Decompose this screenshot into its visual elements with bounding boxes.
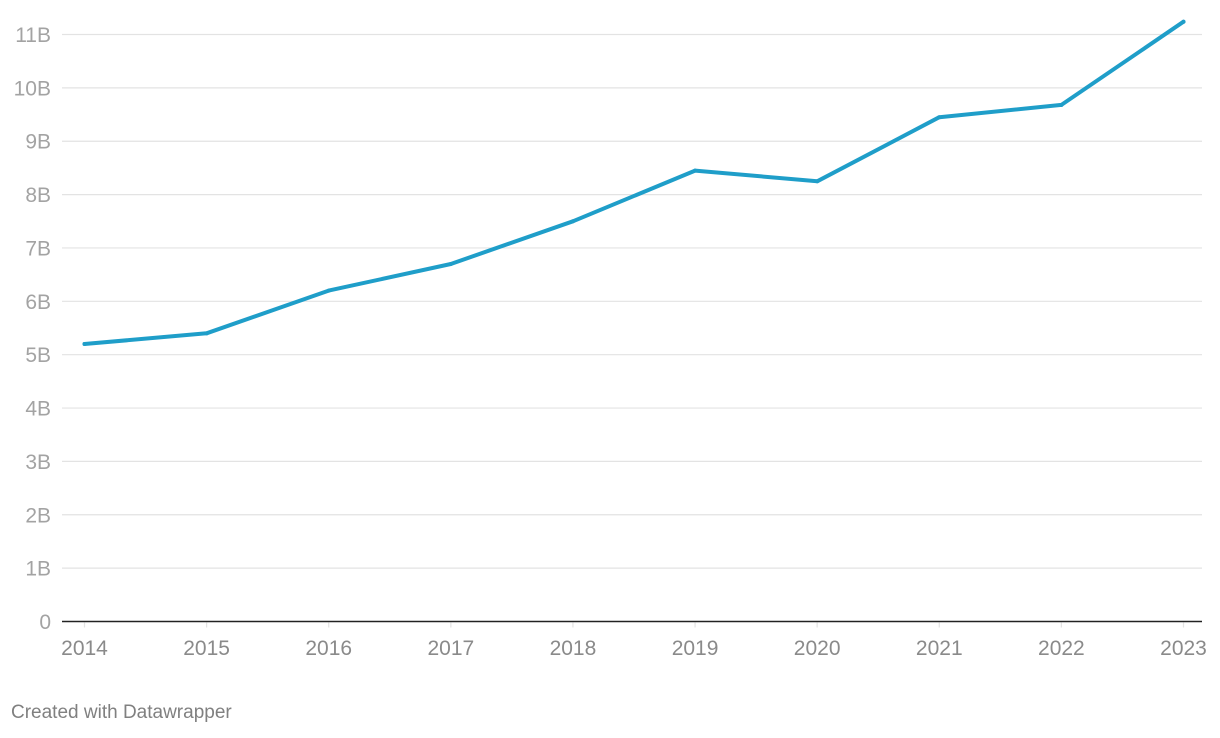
- x-tick-label: 2016: [305, 637, 352, 660]
- x-tick-label: 2023: [1160, 637, 1207, 660]
- y-tick-label: 11B: [15, 24, 51, 47]
- data-point: [204, 331, 209, 336]
- data-point: [326, 288, 331, 293]
- series-line: [82, 19, 1186, 346]
- data-point: [448, 261, 453, 266]
- x-tick-label: 2017: [427, 637, 474, 660]
- data-point: [815, 179, 820, 184]
- data-point: [693, 168, 698, 173]
- data-point: [1181, 19, 1186, 24]
- y-tick-label: 3B: [25, 451, 51, 474]
- x-tick-label: 2022: [1038, 637, 1085, 660]
- x-tick-label: 2020: [794, 637, 841, 660]
- y-tick-label: 2B: [25, 504, 51, 527]
- gridlines: [62, 33, 1202, 569]
- y-tick-label: 0: [39, 611, 51, 634]
- data-point: [82, 342, 87, 347]
- y-axis-tick-labels: 0 1B 2B 3B 4B 5B 6B 7B 8B 9B 10B 11B: [14, 24, 51, 634]
- y-tick-label: 5B: [25, 344, 51, 367]
- y-tick-label: 1B: [25, 558, 51, 581]
- y-tick-label: 10B: [14, 77, 51, 100]
- series-layer: [82, 19, 1186, 347]
- x-tick-label: 2021: [916, 637, 963, 660]
- x-tick-label: 2018: [550, 637, 597, 660]
- y-tick-label: 9B: [25, 131, 51, 154]
- x-tick-label: 2019: [672, 637, 719, 660]
- data-point: [937, 115, 942, 120]
- data-point: [570, 219, 575, 224]
- y-tick-label: 7B: [25, 237, 51, 260]
- x-tick-label: 2015: [183, 637, 230, 660]
- y-tick-label: 8B: [25, 184, 51, 207]
- x-tick-label: 2014: [61, 637, 108, 660]
- y-tick-label: 4B: [25, 398, 51, 421]
- x-axis-tick-labels: 2014 2015 2016 2017 2018 2019 2020 2021 2022 2023: [61, 622, 1207, 660]
- y-tick-label: 6B: [25, 291, 51, 314]
- data-point: [1059, 102, 1064, 107]
- credit-text: Created with Datawrapper: [11, 702, 232, 723]
